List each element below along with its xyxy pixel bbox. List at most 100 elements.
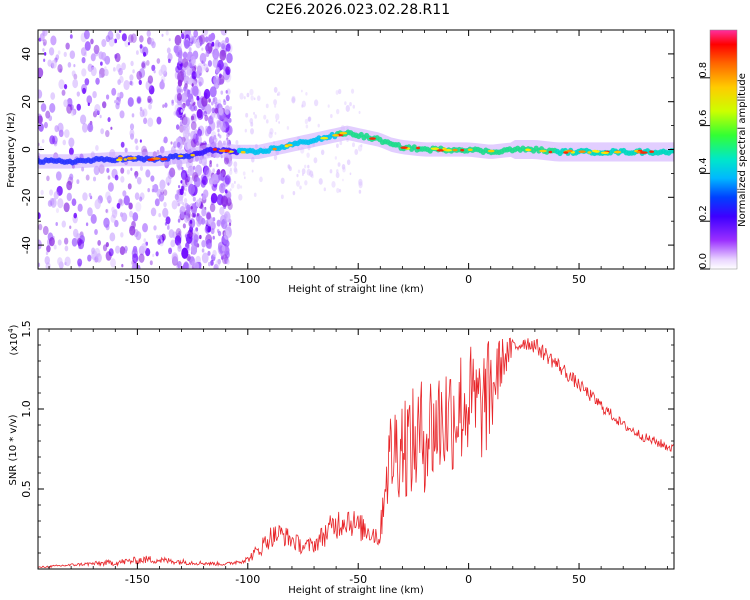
spectrogram-speckle — [114, 38, 118, 44]
spectrogram-speckle — [280, 194, 284, 200]
spectrogram-speckle — [335, 172, 340, 179]
spectrogram-speckle — [72, 78, 79, 89]
spectrogram-speckle — [212, 57, 219, 68]
spectrogram-speckle — [193, 101, 196, 106]
spectrogram-speckle — [217, 230, 222, 237]
spectrogram-speckle — [148, 103, 152, 110]
spectrogram-speckle — [201, 47, 204, 51]
spectrogram-speckle — [182, 127, 190, 140]
spectrogram-speckle — [206, 212, 211, 220]
spectrogram-speckle — [208, 34, 213, 42]
spectrogram-speckle — [223, 156, 229, 165]
spectrogram-speckle — [132, 212, 139, 222]
spectrogram-speckle — [301, 100, 306, 108]
spectrogram-speckle — [182, 202, 185, 206]
spectrogram-speckle — [73, 63, 76, 68]
spectrogram-ridge-hotspot — [613, 150, 622, 154]
spectrogram-speckle — [52, 135, 58, 145]
spectrogram-speckle — [304, 164, 307, 169]
spectrogram-speckle — [342, 166, 346, 173]
spectrogram-speckle — [297, 169, 301, 174]
spectrogram-speckle — [201, 252, 209, 264]
spectrogram-ridge-hotspot — [460, 148, 465, 152]
spectrogram-speckle — [357, 144, 363, 152]
spectrogram-speckle — [111, 206, 115, 213]
spectrogram-speckle — [73, 212, 78, 219]
spectrogram-speckle — [170, 239, 176, 248]
spectrogram-y-tick-label: 40 — [20, 47, 33, 61]
spectrogram-speckle — [82, 87, 87, 95]
colorbar-tick-label: 0.6 — [698, 110, 709, 126]
spectrogram-speckle — [183, 75, 190, 86]
spectrogram-speckle — [99, 114, 102, 119]
spectrogram-speckle — [135, 201, 142, 212]
spectrogram-speckle — [358, 189, 362, 194]
spectrogram-speckle — [243, 176, 246, 180]
spectrogram-speckle — [130, 133, 135, 140]
spectrogram-speckle — [198, 34, 206, 45]
spectrogram-speckle — [213, 54, 218, 61]
spectrogram-speckle — [88, 192, 92, 198]
spectrogram-speckle — [141, 62, 146, 69]
spectrogram-speckle — [275, 119, 278, 123]
spectrogram-ridge-hotspot — [452, 148, 458, 152]
spectrogram-ridge-hotspot — [127, 157, 134, 160]
spectrogram-speckle — [350, 88, 355, 94]
spectrogram-x-axis-label: Height of straight line (km) — [288, 284, 424, 295]
spectrogram-speckle — [244, 128, 247, 133]
spectrogram-ridge-hotspot — [416, 146, 420, 150]
spectrogram-speckle — [183, 192, 187, 197]
spectrogram-speckle — [223, 98, 226, 103]
spectrogram-speckle — [288, 165, 291, 170]
spectrogram-speckle — [49, 236, 55, 247]
spectrogram-speckle — [139, 35, 144, 43]
spectrogram-speckle — [177, 79, 183, 87]
spectrogram-speckle — [217, 258, 221, 265]
spectrogram-speckle — [70, 109, 76, 117]
spectrogram-speckle — [57, 239, 62, 246]
spectrogram-speckle — [50, 92, 56, 100]
spectrogram-speckle — [186, 204, 191, 212]
spectrogram-speckle — [80, 47, 87, 57]
spectrogram-speckle — [203, 110, 207, 117]
spectrogram-speckle — [181, 247, 189, 259]
spectrogram-speckle — [196, 95, 200, 101]
spectrogram-speckle — [92, 90, 97, 99]
spectrogram-speckle — [301, 104, 304, 108]
spectrogram-speckle — [156, 116, 162, 125]
spectrogram-ridge-hotspot — [563, 151, 569, 154]
spectrogram-ridge-hotspot — [443, 148, 447, 151]
spectrogram-speckle — [251, 169, 254, 173]
spectrogram-speckle — [188, 78, 193, 85]
spectrogram-speckle — [130, 33, 137, 44]
spectrogram-speckle — [253, 192, 257, 197]
spectrogram-speckle — [145, 60, 150, 66]
spectrogram-speckle — [187, 262, 195, 269]
spectrogram-ridge-hotspot — [600, 151, 610, 155]
spectrogram-speckle — [187, 71, 190, 76]
spectrogram-speckle — [265, 103, 269, 109]
spectrogram-speckle — [65, 42, 70, 50]
spectrogram-speckle — [339, 140, 343, 146]
spectrogram-speckle — [135, 50, 139, 55]
spectrogram-speckle — [162, 104, 165, 108]
spectrogram-ridge-hotspot — [123, 158, 128, 161]
spectrogram-speckle — [253, 111, 255, 115]
spectrogram-speckle — [225, 36, 230, 44]
spectrogram-speckle — [207, 60, 213, 67]
spectrogram-speckle — [82, 192, 88, 201]
spectrogram-speckle — [191, 260, 196, 267]
spectrogram-speckle — [104, 66, 107, 71]
spectrogram-ridge-hotspot — [400, 146, 408, 149]
spectrogram-ridge-hotspot — [369, 137, 376, 140]
spectrogram-speckle — [42, 30, 46, 35]
spectrogram-speckle — [105, 241, 109, 248]
spectrogram-speckle — [242, 171, 246, 176]
spectrogram-speckle — [265, 119, 269, 124]
spectrogram-speckle — [344, 101, 347, 106]
spectrogram-speckle — [136, 70, 143, 80]
spectrogram-speckle — [211, 107, 216, 114]
spectrogram-speckle — [105, 208, 108, 213]
snr-scale-exponent: 4 — [7, 328, 15, 333]
spectrogram-speckle — [181, 172, 187, 180]
